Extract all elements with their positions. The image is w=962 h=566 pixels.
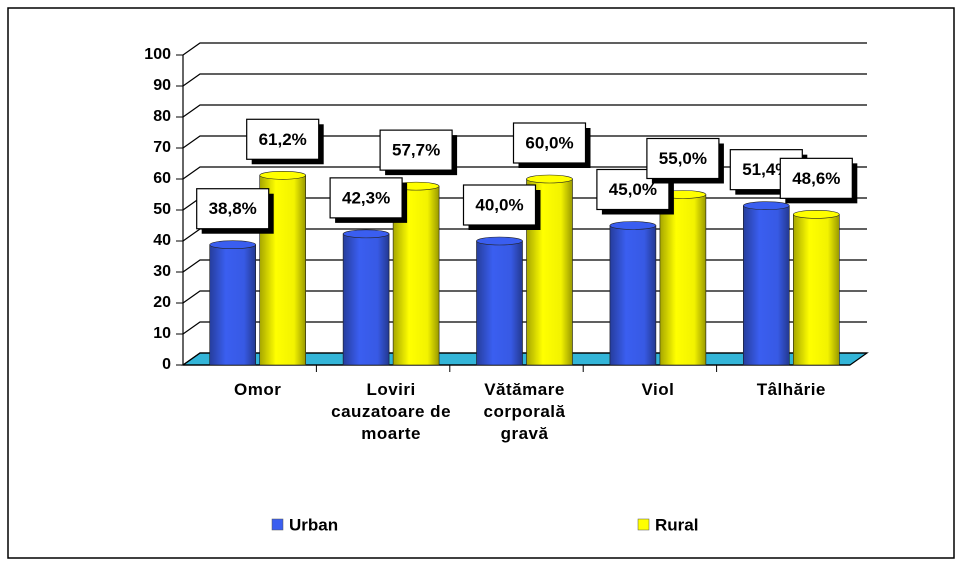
legend-swatch	[271, 518, 284, 531]
grid-line	[182, 104, 867, 118]
bar-cap	[259, 170, 307, 180]
label-box	[462, 184, 537, 226]
bar-cap	[742, 201, 790, 210]
value-label: 61,2%	[259, 130, 307, 149]
bar-shading	[793, 214, 840, 365]
bar-shading	[609, 225, 656, 365]
bar-cap	[209, 240, 256, 250]
value-label: 40,0%	[475, 195, 523, 214]
value-label: 48,6%	[792, 169, 840, 188]
legend-label: Rural	[655, 515, 698, 534]
value-label: 51,4%	[742, 160, 790, 179]
legend-label: Urban	[289, 515, 338, 534]
grid-line	[182, 42, 867, 56]
value-label: 38,8%	[209, 199, 257, 218]
y-tick-label: 50	[153, 201, 171, 218]
bar-shading	[476, 241, 523, 365]
label-box	[779, 157, 853, 199]
y-tick-label: 90	[153, 77, 171, 94]
label-box	[379, 129, 453, 171]
y-tick-label: 100	[144, 46, 171, 63]
label-box	[196, 188, 270, 230]
bar-shading	[743, 205, 790, 365]
x-tick-label: Omor	[234, 380, 282, 399]
value-label: 60,0%	[525, 133, 573, 152]
value-label: 42,3%	[342, 188, 390, 207]
y-tick-label: 20	[153, 294, 171, 311]
y-tick-label: 10	[153, 325, 171, 342]
y-tick-label: 60	[153, 170, 171, 187]
y-tick-label: 80	[153, 108, 171, 125]
label-box	[646, 137, 720, 180]
bar-shading	[343, 233, 390, 365]
bar-shading	[659, 194, 706, 365]
bar-cap	[342, 229, 390, 239]
x-tick-label: Viol	[641, 380, 675, 399]
grid-line	[182, 73, 867, 87]
x-tick-label: Tâlhărie	[756, 380, 826, 399]
value-label: 55,0%	[659, 149, 707, 168]
label-box	[329, 177, 403, 219]
label-box	[246, 118, 320, 160]
value-label: 45,0%	[609, 180, 657, 199]
grid-line	[182, 166, 867, 180]
bar-cap	[792, 210, 840, 219]
bar-shading	[209, 244, 256, 365]
y-tick-label: 30	[153, 263, 171, 280]
bar-cap	[526, 174, 573, 184]
y-tick-label: 0	[162, 356, 171, 373]
label-box	[512, 122, 587, 164]
y-tick-label: 70	[153, 139, 171, 156]
y-tick-label: 40	[153, 232, 171, 249]
grid-line	[182, 135, 867, 149]
x-tick-label: Loviri cauzatoare de moarte	[331, 380, 452, 443]
bar-cap	[476, 236, 523, 246]
x-tick-label: Vătămare corporală gravă	[483, 380, 566, 443]
value-label: 57,7%	[392, 141, 440, 160]
bar-cap	[609, 221, 657, 230]
legend-swatch	[637, 518, 650, 531]
